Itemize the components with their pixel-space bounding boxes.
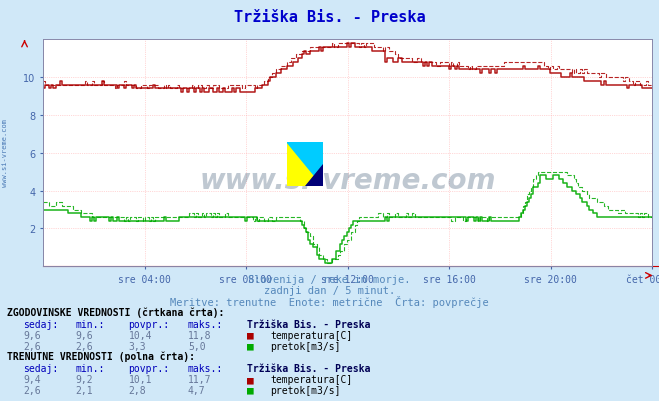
Text: pretok[m3/s]: pretok[m3/s] (270, 341, 341, 351)
Text: 9,4: 9,4 (23, 374, 41, 384)
Polygon shape (287, 142, 323, 186)
Text: 9,6: 9,6 (76, 330, 94, 340)
Polygon shape (304, 164, 323, 186)
Text: 4,7: 4,7 (188, 385, 206, 395)
Text: sedaj:: sedaj: (23, 319, 58, 329)
Text: 10,4: 10,4 (129, 330, 152, 340)
Text: 2,1: 2,1 (76, 385, 94, 395)
Text: 10,1: 10,1 (129, 374, 152, 384)
Text: 11,8: 11,8 (188, 330, 212, 340)
Text: povpr.:: povpr.: (129, 319, 169, 329)
Text: Tržiška Bis. - Preska: Tržiška Bis. - Preska (247, 363, 370, 373)
Text: 11,7: 11,7 (188, 374, 212, 384)
Text: 5,0: 5,0 (188, 341, 206, 351)
Text: pretok[m3/s]: pretok[m3/s] (270, 385, 341, 395)
Text: www.si-vreme.com: www.si-vreme.com (200, 166, 496, 194)
Text: Slovenija / reke in morje.: Slovenija / reke in morje. (248, 275, 411, 285)
Text: Meritve: trenutne  Enote: metrične  Črta: povprečje: Meritve: trenutne Enote: metrične Črta: … (170, 296, 489, 308)
Text: 9,2: 9,2 (76, 374, 94, 384)
Text: www.si-vreme.com: www.si-vreme.com (2, 118, 9, 186)
Text: ■: ■ (247, 385, 254, 395)
Text: 2,6: 2,6 (23, 341, 41, 351)
Text: min.:: min.: (76, 319, 105, 329)
Text: 2,6: 2,6 (76, 341, 94, 351)
Text: sedaj:: sedaj: (23, 363, 58, 373)
Text: maks.:: maks.: (188, 319, 223, 329)
Text: maks.:: maks.: (188, 363, 223, 373)
Text: Tržiška Bis. - Preska: Tržiška Bis. - Preska (234, 10, 425, 25)
Text: ■: ■ (247, 374, 254, 384)
Text: 3,3: 3,3 (129, 341, 146, 351)
Text: Tržiška Bis. - Preska: Tržiška Bis. - Preska (247, 319, 370, 329)
Text: temperatura[C]: temperatura[C] (270, 330, 353, 340)
Text: 2,6: 2,6 (23, 385, 41, 395)
Text: ■: ■ (247, 341, 254, 351)
Text: povpr.:: povpr.: (129, 363, 169, 373)
Text: ■: ■ (247, 330, 254, 340)
Text: 2,8: 2,8 (129, 385, 146, 395)
Text: TRENUTNE VREDNOSTI (polna črta):: TRENUTNE VREDNOSTI (polna črta): (7, 351, 194, 361)
Text: 9,6: 9,6 (23, 330, 41, 340)
Text: ZGODOVINSKE VREDNOSTI (črtkana črta):: ZGODOVINSKE VREDNOSTI (črtkana črta): (7, 307, 224, 317)
Text: min.:: min.: (76, 363, 105, 373)
Text: zadnji dan / 5 minut.: zadnji dan / 5 minut. (264, 286, 395, 296)
Text: temperatura[C]: temperatura[C] (270, 374, 353, 384)
